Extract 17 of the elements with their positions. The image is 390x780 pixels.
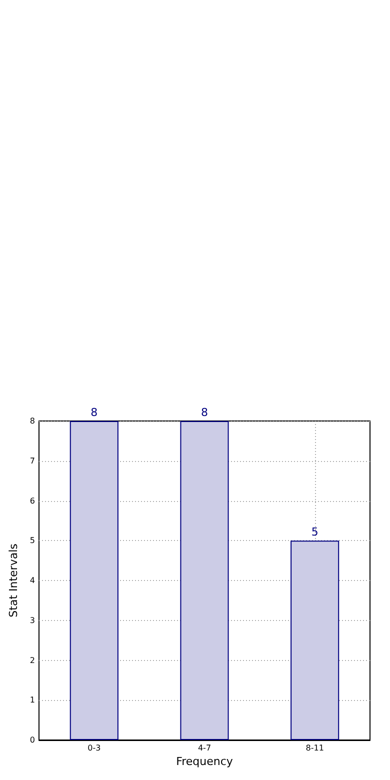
y-tick-label: 1 — [30, 696, 35, 705]
data-label: 8 — [200, 406, 208, 419]
y-tick-label: 8 — [30, 416, 35, 426]
data-label: 5 — [311, 526, 318, 539]
x-tick-label: 0-3 — [88, 744, 101, 752]
x-tick-label: 4-7 — [198, 744, 212, 752]
y-tick-label: 5 — [30, 536, 35, 546]
y-tick-label: 7 — [30, 456, 35, 466]
y-tick-label: 0 — [30, 736, 35, 744]
y-tick-label: 2 — [30, 656, 35, 665]
y-tick-label: 6 — [30, 496, 35, 506]
x-tick-label: 8-11 — [306, 744, 324, 752]
y-axis-title: Stat Intervals — [7, 543, 20, 618]
y-tick-label: 4 — [30, 576, 35, 585]
x-axis-title: Frequency — [176, 755, 234, 768]
data-label: 8 — [90, 406, 98, 419]
y-tick-label: 3 — [30, 616, 35, 625]
